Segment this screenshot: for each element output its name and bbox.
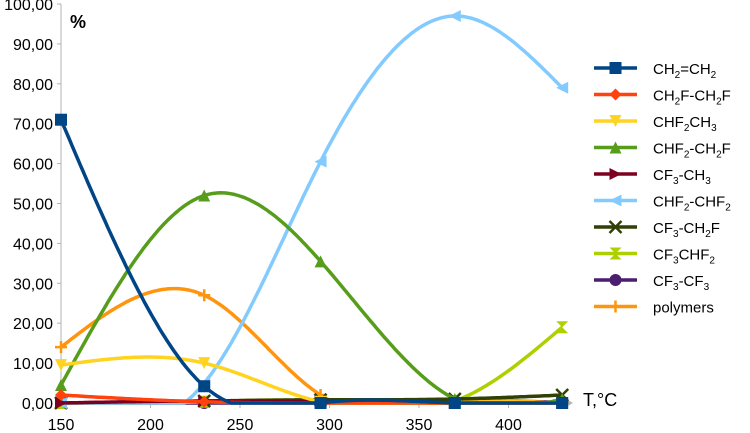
y-tick-label: 70,00 [13, 117, 53, 134]
data-point [55, 359, 67, 372]
data-point [448, 9, 461, 22]
legend-item: CF3CHF2 [594, 247, 715, 267]
x-axis-label: T,°C [583, 390, 617, 410]
legend-label: CHF2CH3 [653, 114, 717, 134]
legend-item: CF3-CF3 [594, 273, 710, 293]
legend-label: polymers [653, 300, 714, 317]
data-point [556, 81, 569, 94]
legend-marker [609, 62, 622, 74]
data-point [55, 113, 67, 126]
data-point [55, 397, 67, 409]
y-tick-label: 10,00 [13, 356, 53, 373]
legend-marker [609, 300, 622, 313]
series-7 [55, 321, 569, 409]
legend-item: CF3-CH3 [594, 167, 711, 187]
x-tick-label: 250 [227, 417, 254, 433]
y-tick-label: 100,00 [4, 0, 53, 14]
legend-label: CHF2-CHF2 [653, 194, 731, 214]
data-point [55, 379, 67, 392]
x-tick-group: 150 200 250 300 350 400 [48, 403, 522, 433]
legend-item: CHF2CH3 [594, 114, 717, 134]
legend-marker [608, 220, 623, 234]
legend-item: CHF2-CH2F [594, 141, 731, 161]
y-tick-label: 50,00 [13, 197, 53, 214]
data-point [556, 321, 569, 334]
legend-label: CF3-CH3 [653, 167, 711, 187]
legend-marker [609, 274, 622, 286]
x-axis-arrow [567, 399, 573, 407]
data-point [198, 189, 211, 202]
series-5 [55, 9, 569, 409]
legend-marker [609, 141, 622, 154]
y-tick-label: 30,00 [13, 276, 53, 293]
legend-label: CH2F-CH2F [653, 88, 731, 108]
legend-item: CHF2-CHF2 [594, 194, 731, 214]
series-line [61, 325, 564, 405]
data-point [55, 389, 67, 402]
legend-marker [609, 115, 622, 127]
data-point [314, 155, 327, 168]
legend-item: CF3-CH2F [594, 220, 720, 240]
y-axis-label: % [70, 12, 86, 32]
data-point [55, 341, 67, 354]
legend-label: CHF2-CH2F [653, 141, 731, 161]
legend: CH2=CH2 CH2F-CH2F CHF2CH3 CHF2-CH2F CF3-CH3 C… [594, 61, 731, 317]
data-point [198, 380, 211, 393]
data-point [448, 397, 461, 409]
legend-marker [609, 194, 622, 207]
legend-marker [609, 88, 622, 101]
legend-label: CF3-CH2F [653, 220, 720, 240]
data-point [198, 357, 211, 370]
data-point [198, 395, 211, 408]
legend-label: CF3-CF3 [653, 273, 710, 293]
y-tick-label: 20,00 [13, 316, 53, 333]
y-tick-label: 90,00 [13, 37, 53, 54]
series-0 [55, 113, 569, 409]
axes [60, 4, 573, 407]
x-tick-label: 300 [316, 417, 343, 433]
series-group [54, 9, 570, 410]
legend-item: CH2=CH2 [594, 61, 717, 81]
data-point [314, 397, 327, 409]
y-tick-group: 0,00 10,00 20,00 30,00 40,00 50,00 60,00 70,00 8… [4, 0, 61, 413]
y-tick-label: 40,00 [13, 236, 53, 253]
legend-marker [609, 168, 622, 180]
series-line [59, 119, 563, 405]
y-tick-label: 80,00 [13, 77, 53, 94]
data-point [556, 397, 569, 409]
legend-label: CF3CHF2 [653, 247, 715, 267]
x-tick-label: 350 [406, 417, 433, 433]
legend-label: CH2=CH2 [653, 61, 717, 81]
x-tick-label: 200 [137, 417, 164, 433]
legend-item: CH2F-CH2F [594, 88, 731, 108]
y-tick-label: 60,00 [13, 157, 53, 174]
legend-marker [609, 247, 622, 260]
data-point [314, 255, 327, 268]
series-3 [55, 189, 569, 406]
legend-item: polymers [594, 300, 714, 317]
data-point [198, 289, 211, 302]
y-tick-label: 0,00 [22, 396, 53, 413]
series-line [61, 14, 564, 405]
series-9 [55, 286, 569, 409]
x-tick-label: 400 [495, 417, 522, 433]
x-tick-label: 150 [48, 417, 75, 433]
series-line [60, 355, 563, 405]
